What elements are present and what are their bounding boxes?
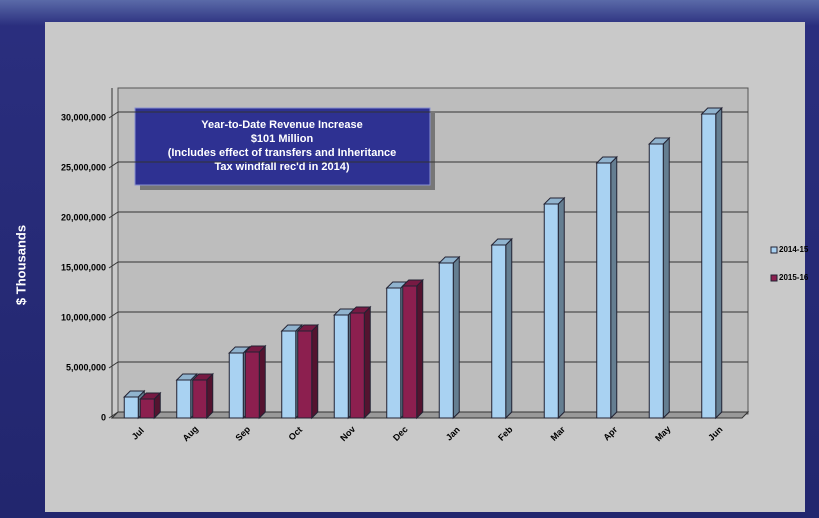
annotation-text: (Includes effect of transfers and Inheri… [168,147,397,159]
annotation-text: Year-to-Date Revenue Increase [201,119,362,131]
bar [349,312,365,419]
bar-side [452,255,460,420]
bar [402,285,418,419]
y-tick-label: 30,000,000 [61,112,106,122]
y-tick-label: 15,000,000 [61,262,106,272]
bar [543,203,559,419]
annotation-box [134,107,431,186]
bar-side [363,305,371,420]
tick-mark [108,161,119,169]
legend-swatch [770,274,778,282]
tick-mark [108,261,119,269]
tick-mark [108,311,119,319]
y-tick-label: 10,000,000 [61,312,106,322]
bar [228,352,244,419]
legend-label: 2014-15 [779,245,809,254]
bar [123,396,139,419]
bar [701,113,717,419]
bar [176,379,192,419]
tick-mark [108,361,119,369]
floor [110,411,750,419]
bar [386,287,402,419]
bar [139,398,155,419]
bar [438,262,454,419]
bar [244,351,260,419]
annotation: Year-to-Date Revenue Increase $101 Millio… [134,107,435,190]
bar-side [505,237,513,420]
bar-side [311,323,319,420]
y-tick-label: 5,000,000 [66,362,106,372]
annotation-text: $101 Million [251,133,314,145]
bar [648,143,664,419]
bar [491,244,507,419]
y-tick-label: 0 [101,412,106,422]
y-tick-label: 20,000,000 [61,212,106,222]
bar-side [662,136,670,420]
tick-mark [108,111,119,119]
legend-swatch [770,246,778,254]
bar [281,330,297,419]
bar [333,314,349,419]
bar-side [416,278,424,420]
legend-label: 2015-16 [779,273,809,282]
annotation-text: Tax windfall rec'd in 2014) [214,161,349,173]
tick-mark [108,211,119,219]
bar [192,379,208,419]
bar-side [610,155,618,420]
bar-side [715,106,723,420]
bar-side [206,372,214,420]
bar [596,162,612,419]
bar-side [557,196,565,420]
y-axis-label: $ Thousands [13,225,28,305]
bar-side [258,344,266,420]
bar [297,330,313,419]
y-tick-label: 25,000,000 [61,162,106,172]
